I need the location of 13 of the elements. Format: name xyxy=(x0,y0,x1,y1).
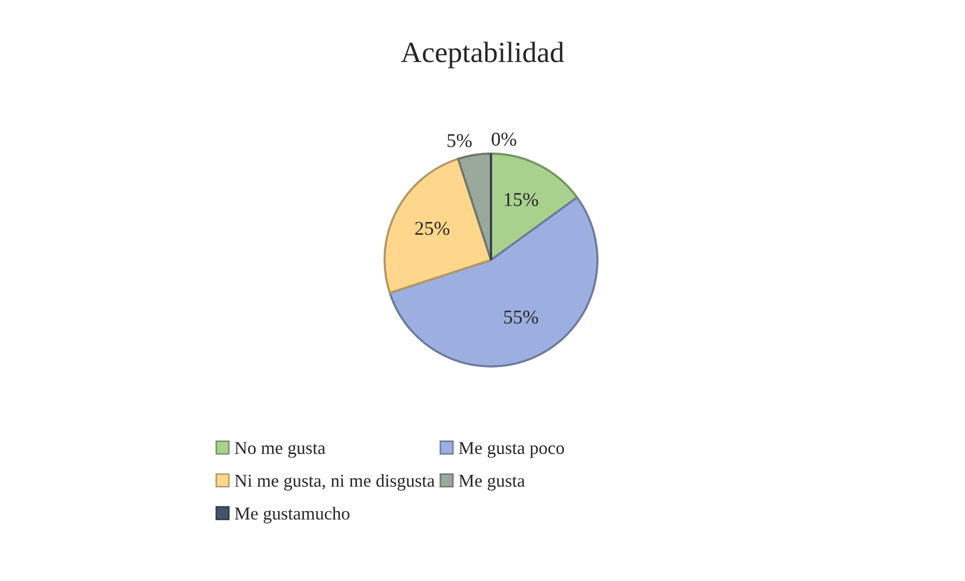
data-label: 15% xyxy=(504,192,538,206)
legend-label: Me gustamucho xyxy=(234,506,350,524)
pie-slice xyxy=(384,158,492,294)
text: 0% xyxy=(492,132,516,146)
pie-slice xyxy=(457,152,492,262)
chart-title: Aceptabilidad xyxy=(400,42,564,68)
data-label: 55% xyxy=(504,310,538,324)
legend-label: Ni me gusta, ni me disgusta xyxy=(234,474,435,491)
legend-label: No me gusta xyxy=(234,442,326,458)
data-label: 25% xyxy=(415,222,450,235)
legend-label: Me gusta poco xyxy=(458,442,564,458)
data-label: 5% xyxy=(448,134,472,148)
legend-label: Me gusta xyxy=(458,474,525,491)
